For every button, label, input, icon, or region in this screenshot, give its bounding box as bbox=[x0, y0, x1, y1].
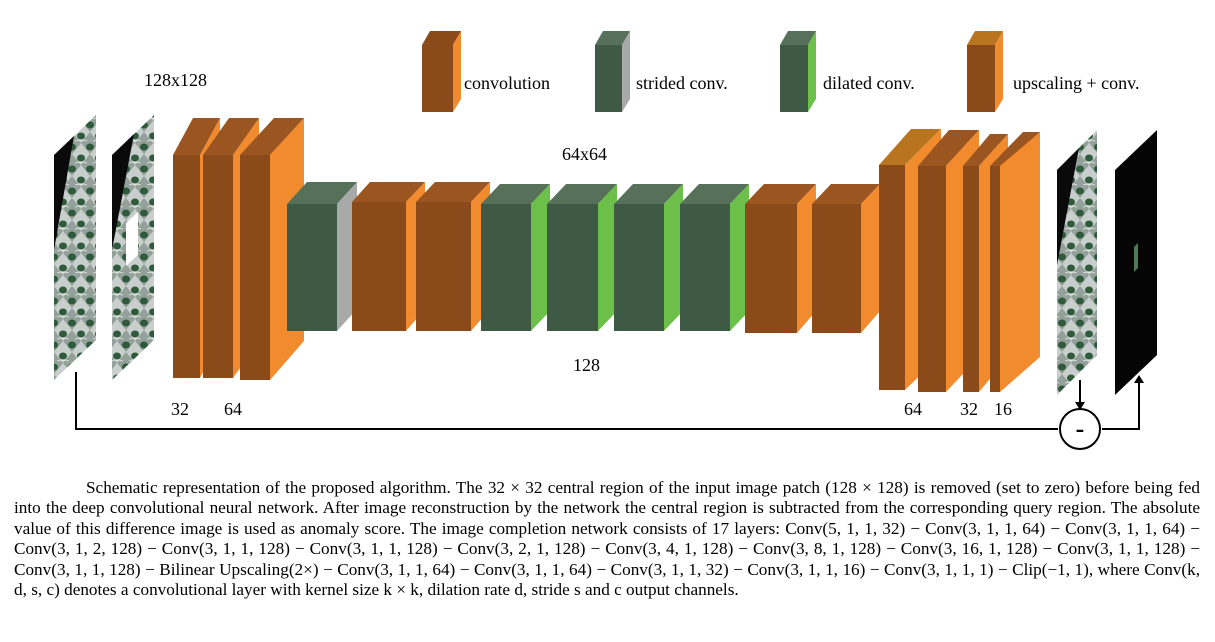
dilated-conv-block-1 bbox=[481, 184, 550, 331]
decoder-conv-block-1 bbox=[918, 130, 979, 392]
figure-caption: Schematic representation of the proposed… bbox=[14, 478, 1200, 600]
reconstructed-patch bbox=[1057, 130, 1097, 395]
difference-image bbox=[1115, 130, 1157, 395]
decoder-channel-16: 16 bbox=[994, 399, 1012, 419]
decoder-channel-32: 32 bbox=[960, 399, 978, 419]
subtraction-node: - bbox=[1059, 408, 1101, 450]
middle-conv-block-4 bbox=[812, 184, 880, 333]
legend-upscaling-label: upscaling + conv. bbox=[1013, 73, 1139, 93]
network-diagram: convolution strided conv. dilated conv. … bbox=[54, 31, 1157, 450]
legend-dilated-label: dilated conv. bbox=[823, 73, 915, 93]
encoder-channel-32: 32 bbox=[171, 399, 189, 419]
legend-strided-swatch bbox=[595, 31, 630, 112]
middle-conv-block-2 bbox=[416, 182, 490, 331]
minus-sign: - bbox=[1076, 414, 1085, 443]
upscaling-conv-block bbox=[879, 129, 941, 390]
legend: convolution strided conv. dilated conv. … bbox=[422, 31, 1139, 112]
decoder-channel-64: 64 bbox=[904, 399, 922, 419]
decoder-conv-block-3 bbox=[990, 132, 1040, 392]
skip-connection bbox=[75, 372, 1140, 430]
arrowhead-to-difference bbox=[1134, 375, 1144, 383]
mid-size-label: 64x64 bbox=[562, 144, 607, 164]
depth-128-label: 128 bbox=[573, 355, 600, 375]
dilated-conv-block-2 bbox=[547, 184, 617, 331]
dilated-conv-block-3 bbox=[614, 184, 683, 331]
masked-input-patch bbox=[112, 115, 154, 380]
middle-conv-block-1 bbox=[352, 182, 425, 331]
input-image-patch bbox=[54, 115, 96, 380]
strided-conv-block bbox=[287, 182, 357, 331]
input-size-label: 128x128 bbox=[144, 70, 207, 90]
encoder-channel-64: 64 bbox=[224, 399, 242, 419]
middle-conv-block-3 bbox=[745, 184, 816, 333]
arrowhead-down-to-minus bbox=[1075, 402, 1085, 410]
legend-upscaling-swatch bbox=[967, 31, 1003, 112]
legend-dilated-swatch bbox=[780, 31, 816, 112]
caption-text: Schematic representation of the proposed… bbox=[14, 478, 1200, 600]
legend-convolution-label: convolution bbox=[464, 73, 550, 93]
legend-strided-label: strided conv. bbox=[636, 73, 728, 93]
dilated-conv-block-4 bbox=[680, 184, 749, 331]
legend-convolution-swatch bbox=[422, 31, 461, 112]
